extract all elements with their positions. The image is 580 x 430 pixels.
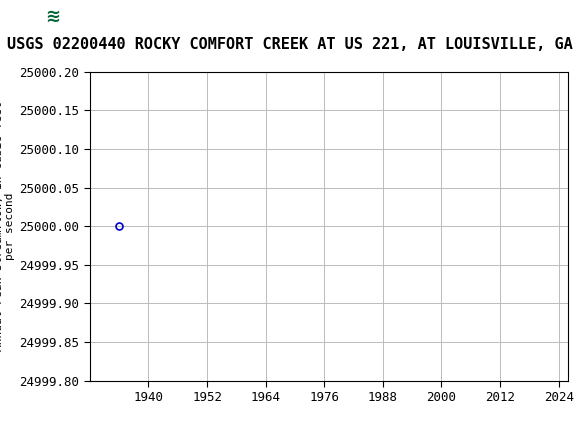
Y-axis label: Annual Peak Streamflow, in cubic feet
per second: Annual Peak Streamflow, in cubic feet pe… (0, 101, 15, 351)
Text: USGS 02200440 ROCKY COMFORT CREEK AT US 221, AT LOUISVILLE, GA: USGS 02200440 ROCKY COMFORT CREEK AT US … (7, 37, 573, 52)
Text: ≋: ≋ (45, 8, 60, 26)
Text: USGS: USGS (96, 9, 151, 27)
Bar (23, 3, 81, 32)
